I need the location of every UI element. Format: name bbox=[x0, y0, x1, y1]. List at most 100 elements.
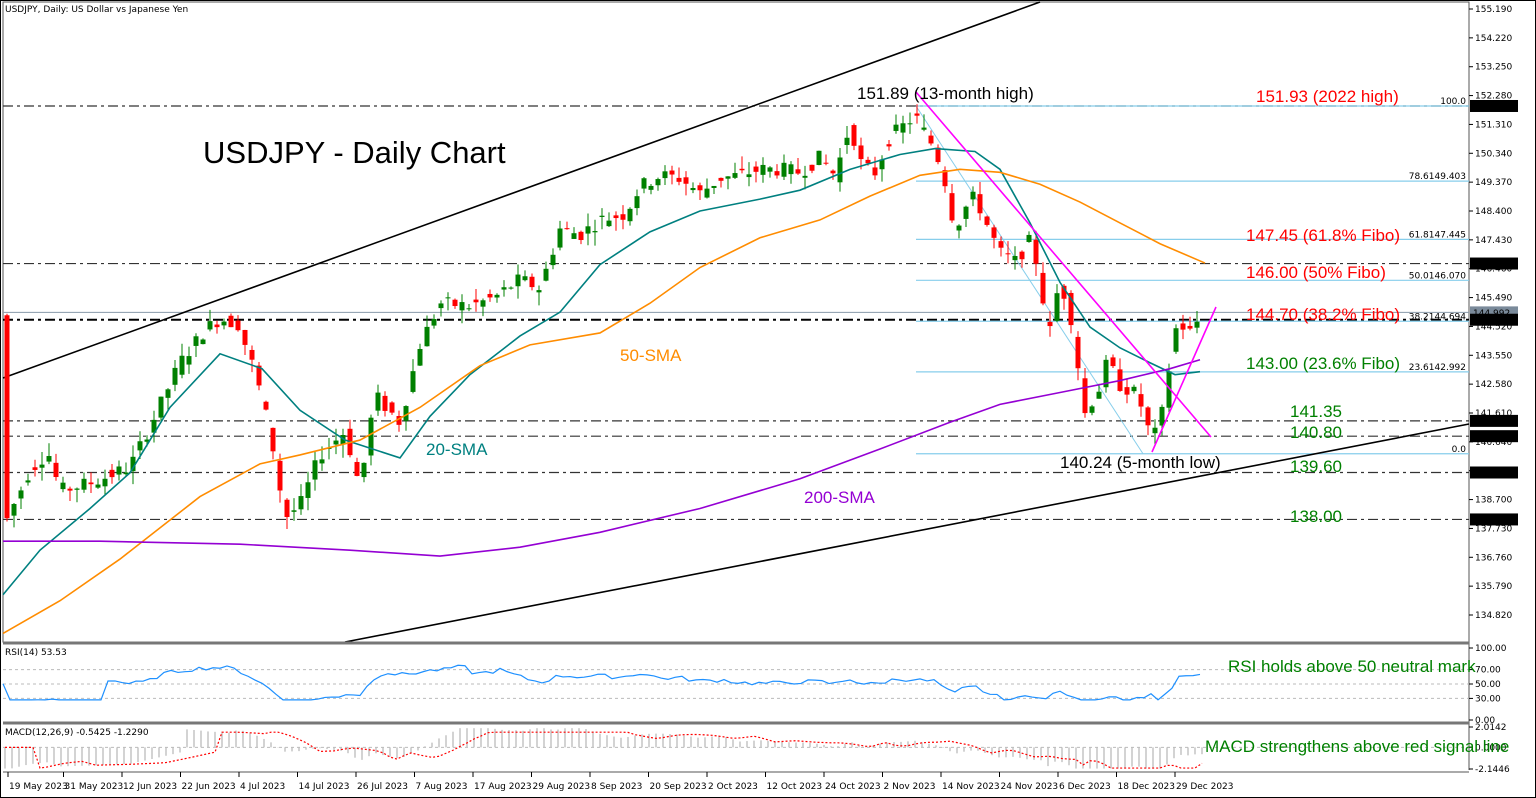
fibo-level-label: 38.2144.694 bbox=[1409, 312, 1467, 322]
rsi-annotation: RSI holds above 50 neutral mark bbox=[1228, 657, 1476, 676]
candle-body bbox=[753, 166, 759, 172]
candle-body bbox=[662, 171, 668, 179]
candle-body bbox=[501, 287, 507, 290]
candle-body bbox=[1152, 427, 1158, 434]
candle-body bbox=[466, 308, 472, 310]
candle-body bbox=[984, 216, 990, 225]
candle-body bbox=[970, 191, 976, 200]
candle-body bbox=[648, 185, 654, 190]
rsi-tick-label: 100.00 bbox=[1475, 644, 1507, 654]
candle-body bbox=[809, 164, 815, 171]
candle-body bbox=[620, 214, 626, 220]
chart-annotation: 139.60 bbox=[1290, 457, 1342, 476]
candle-body bbox=[564, 228, 570, 230]
time-tick-label: 19 May 2023 bbox=[9, 782, 68, 792]
candle-body bbox=[536, 290, 542, 293]
price-tick-label: 155.190 bbox=[1475, 5, 1512, 15]
candle-body bbox=[480, 300, 486, 307]
candle-body bbox=[935, 147, 941, 163]
candle-body bbox=[200, 339, 206, 345]
macd-panel: 2.0142 0.0000 -2.1446 bbox=[3, 723, 1510, 775]
rsi-line bbox=[2, 664, 1201, 701]
candle-body bbox=[158, 396, 164, 418]
candle-body bbox=[1166, 371, 1172, 408]
candle-body bbox=[1159, 406, 1165, 426]
macd-label: MACD(12,26,9) -0.5425 -1.2290 bbox=[5, 728, 149, 738]
time-tick-label: 22 Jun 2023 bbox=[182, 782, 236, 792]
candle-body bbox=[291, 510, 297, 512]
candle-body bbox=[249, 349, 255, 360]
price-tag-label: 141.345 bbox=[1473, 417, 1510, 427]
candle-body bbox=[669, 170, 675, 175]
chart-annotation: 20-SMA bbox=[426, 440, 488, 459]
candle-body bbox=[991, 227, 997, 238]
candle-body bbox=[53, 462, 59, 478]
candle-body bbox=[410, 371, 416, 392]
candle-body bbox=[1082, 378, 1088, 414]
candle-body bbox=[270, 427, 276, 452]
rsi-label: RSI(14) 53.53 bbox=[5, 648, 67, 658]
candle-body bbox=[263, 401, 269, 410]
candle-body bbox=[116, 466, 122, 475]
candle-body bbox=[718, 177, 724, 181]
sma50-line bbox=[2, 168, 1206, 635]
candle-body bbox=[298, 496, 304, 510]
candle-body bbox=[242, 329, 248, 345]
price-tag-label: 138.032 bbox=[1473, 516, 1510, 526]
candle-body bbox=[683, 177, 689, 184]
candle-body bbox=[802, 175, 808, 178]
candle-body bbox=[529, 276, 535, 288]
time-tick-label: 24 Oct 2023 bbox=[825, 782, 881, 792]
candle-body bbox=[151, 419, 157, 433]
candle-body bbox=[1173, 328, 1179, 352]
candle-body bbox=[781, 162, 787, 177]
price-tick-label: 148.400 bbox=[1475, 207, 1512, 217]
price-tick-label: 140.640 bbox=[1475, 438, 1512, 448]
candle-body bbox=[95, 484, 101, 488]
candle-body bbox=[1054, 293, 1060, 321]
candle-body bbox=[396, 416, 402, 425]
time-tick-label: 31 May 2023 bbox=[65, 782, 124, 792]
candle-body bbox=[711, 185, 717, 188]
candle-body bbox=[431, 319, 437, 326]
candle-body bbox=[494, 294, 500, 298]
candle-body bbox=[746, 174, 752, 178]
candle-body bbox=[130, 456, 136, 472]
candle-body bbox=[739, 168, 745, 171]
candle-body bbox=[11, 503, 17, 516]
candle-body bbox=[32, 467, 38, 470]
candle-body bbox=[1005, 253, 1011, 255]
candle-body bbox=[81, 478, 87, 490]
candle-body bbox=[606, 220, 612, 227]
candle-body bbox=[1180, 323, 1186, 330]
candle-body bbox=[312, 460, 318, 480]
candle-body bbox=[473, 299, 479, 303]
price-tick-label: 145.490 bbox=[1475, 294, 1512, 304]
candle-body bbox=[1103, 359, 1109, 388]
candle-body bbox=[1110, 357, 1116, 367]
candle-body bbox=[774, 171, 780, 176]
candle-body bbox=[1194, 321, 1200, 328]
price-tick-label: 135.790 bbox=[1475, 582, 1512, 592]
candle-body bbox=[543, 268, 549, 281]
candle-body bbox=[690, 187, 696, 191]
candle-body bbox=[977, 194, 983, 214]
fibo-level-label: 23.6142.992 bbox=[1409, 363, 1466, 373]
candle-body bbox=[914, 113, 920, 116]
candle-body bbox=[872, 167, 878, 176]
candle-body bbox=[522, 276, 528, 281]
macd-signal-line bbox=[5, 731, 1203, 769]
candle-body bbox=[144, 439, 150, 442]
lower-channel-line bbox=[344, 423, 1470, 643]
candle-body bbox=[1040, 272, 1046, 304]
candle-body bbox=[508, 287, 514, 289]
time-tick-label: 29 Dec 2023 bbox=[1176, 782, 1234, 792]
price-tag-label: 139.610 bbox=[1473, 469, 1510, 479]
candle-body bbox=[627, 208, 633, 222]
price-tag-box bbox=[1470, 466, 1518, 479]
price-tick-label: 149.370 bbox=[1475, 178, 1512, 188]
candle-body bbox=[1124, 387, 1130, 395]
candle-body bbox=[74, 488, 80, 490]
candle-body bbox=[704, 188, 710, 198]
candle-body bbox=[1012, 256, 1018, 261]
